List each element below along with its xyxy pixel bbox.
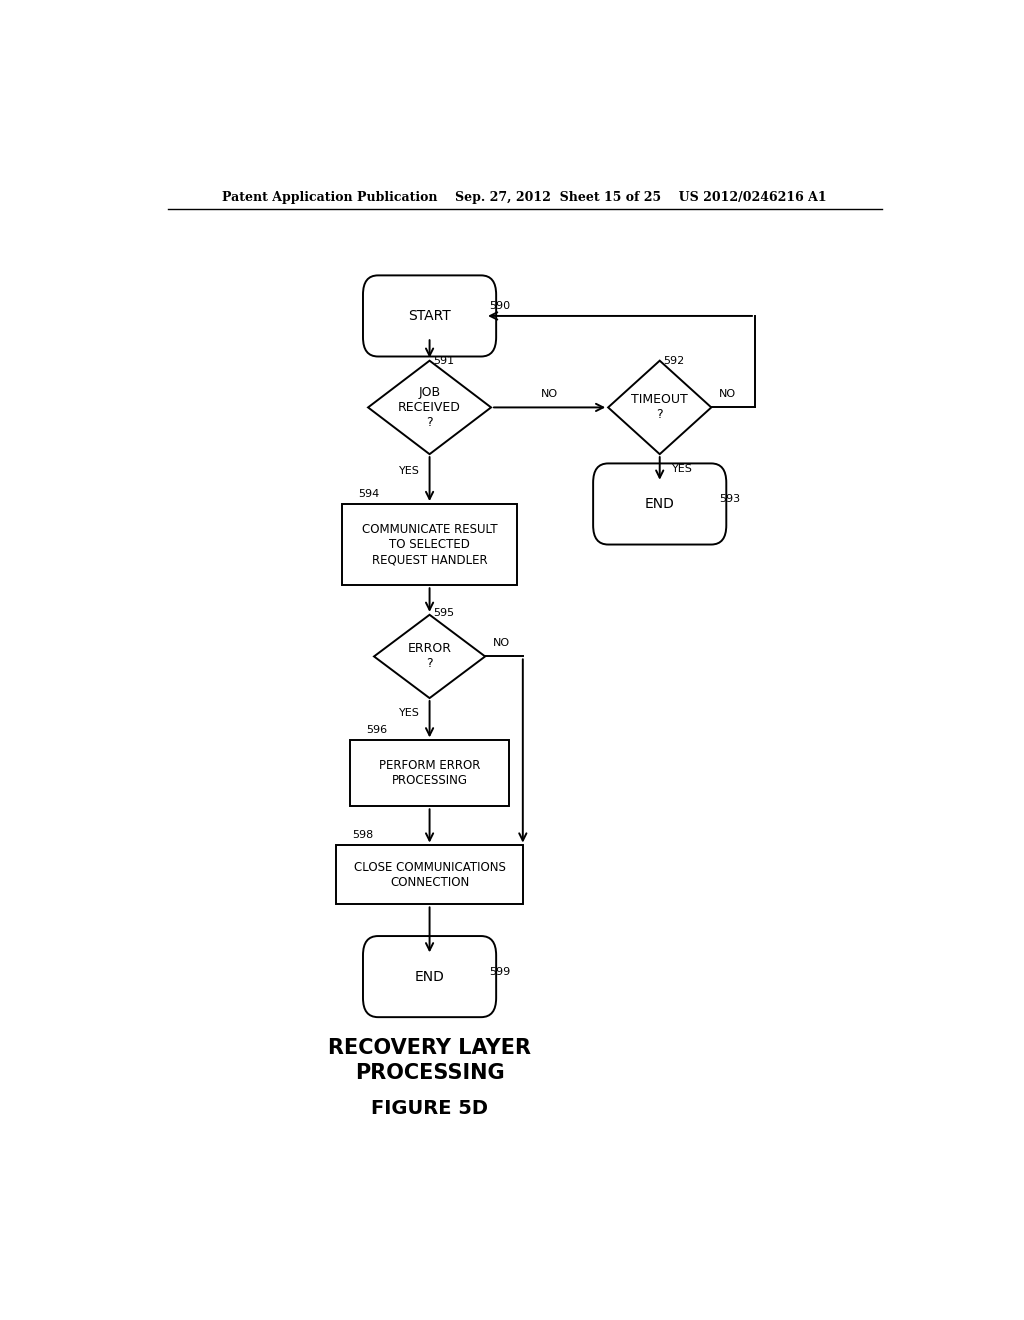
Text: 596: 596: [367, 725, 387, 735]
Text: 591: 591: [433, 356, 455, 366]
Text: ERROR
?: ERROR ?: [408, 643, 452, 671]
Text: 592: 592: [664, 356, 685, 366]
FancyBboxPatch shape: [362, 276, 497, 356]
Text: 599: 599: [489, 966, 510, 977]
Text: NO: NO: [541, 389, 558, 399]
Text: COMMUNICATE RESULT
TO SELECTED
REQUEST HANDLER: COMMUNICATE RESULT TO SELECTED REQUEST H…: [361, 523, 498, 566]
Text: YES: YES: [399, 709, 420, 718]
Text: FIGURE 5D: FIGURE 5D: [371, 1100, 488, 1118]
Text: START: START: [409, 309, 451, 323]
Text: 595: 595: [433, 607, 455, 618]
Polygon shape: [374, 615, 485, 698]
Text: NO: NO: [494, 639, 510, 648]
FancyBboxPatch shape: [593, 463, 726, 545]
Text: 590: 590: [489, 301, 510, 312]
Text: PROCESSING: PROCESSING: [354, 1063, 505, 1084]
Bar: [336, 846, 523, 904]
Text: NO: NO: [719, 389, 736, 399]
Bar: [342, 504, 517, 585]
Polygon shape: [368, 360, 492, 454]
Bar: [350, 741, 509, 807]
Text: TIMEOUT
?: TIMEOUT ?: [632, 393, 688, 421]
Text: RECOVERY LAYER: RECOVERY LAYER: [328, 1038, 531, 1057]
Text: END: END: [415, 970, 444, 983]
Text: Patent Application Publication    Sep. 27, 2012  Sheet 15 of 25    US 2012/02462: Patent Application Publication Sep. 27, …: [222, 190, 827, 203]
Polygon shape: [608, 360, 712, 454]
Text: 594: 594: [358, 488, 380, 499]
Text: CLOSE COMMUNICATIONS
CONNECTION: CLOSE COMMUNICATIONS CONNECTION: [353, 861, 506, 888]
Text: 593: 593: [719, 494, 740, 504]
Text: END: END: [645, 496, 675, 511]
Text: 598: 598: [352, 830, 374, 841]
Text: YES: YES: [672, 465, 692, 474]
FancyBboxPatch shape: [362, 936, 497, 1018]
Text: PERFORM ERROR
PROCESSING: PERFORM ERROR PROCESSING: [379, 759, 480, 787]
Text: YES: YES: [399, 466, 420, 477]
Text: JOB
RECEIVED
?: JOB RECEIVED ?: [398, 385, 461, 429]
